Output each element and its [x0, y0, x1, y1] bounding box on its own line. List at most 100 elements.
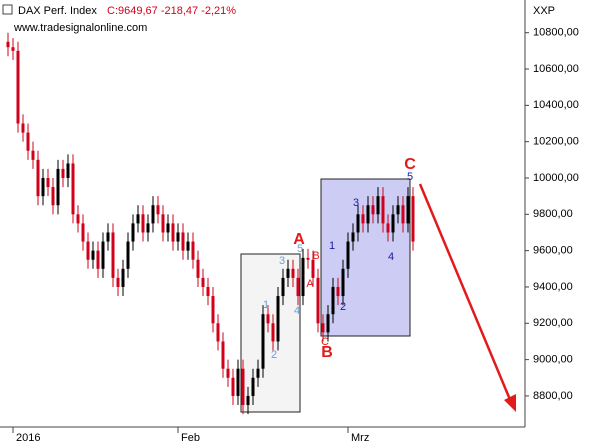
candle-body	[361, 214, 365, 224]
candle-body	[236, 368, 240, 396]
x-tick-label: Mrz	[351, 432, 369, 444]
candle-body	[56, 168, 60, 206]
y-tick-label: 8800,00	[533, 390, 573, 402]
candle-body	[36, 159, 40, 197]
candle-body	[256, 368, 260, 378]
candle-body	[226, 368, 230, 378]
wave-box-blue	[320, 178, 411, 337]
candle-body	[291, 268, 295, 278]
candle-body	[146, 223, 150, 233]
candle-body	[301, 257, 305, 297]
candle-body	[21, 123, 25, 133]
candle-body	[66, 163, 70, 178]
wave-label: 5	[407, 171, 413, 183]
candle-body	[201, 277, 205, 287]
candles	[6, 32, 415, 415]
y-tick-label: 10200,00	[533, 136, 579, 148]
candle-body	[346, 241, 350, 269]
candle-body	[406, 196, 410, 224]
candle-body	[151, 205, 155, 224]
candle-body	[306, 257, 310, 260]
chart-title: DAX Perf. Index	[18, 5, 97, 17]
wave-label: 2	[271, 349, 277, 361]
candle-body	[51, 187, 55, 206]
candle-body	[31, 150, 35, 160]
candle-body	[61, 168, 65, 178]
candle-body	[411, 196, 415, 242]
wave-label: C	[321, 336, 329, 348]
candle-body	[121, 268, 125, 287]
candle-body	[386, 223, 390, 233]
candle-body	[331, 286, 335, 315]
candle-body	[106, 232, 110, 242]
candle-body	[321, 323, 325, 333]
candle-body	[131, 223, 135, 242]
candle-body	[401, 205, 405, 224]
candle-body	[11, 47, 15, 51]
wave-label: C	[404, 156, 416, 173]
candle-body	[76, 214, 80, 224]
candle-body	[186, 241, 190, 251]
y-tick-label: 9400,00	[533, 281, 573, 293]
wave-label: B	[321, 344, 333, 361]
candle-body	[181, 232, 185, 251]
wave-label: 4	[388, 251, 394, 263]
axis-label: XXP	[533, 5, 555, 17]
candle-body	[16, 50, 20, 124]
candle-body	[396, 205, 400, 215]
candle-body	[216, 323, 220, 342]
y-tick-label: 10800,00	[533, 27, 579, 39]
candle-body	[221, 341, 225, 369]
x-tick-label: 2016	[16, 432, 40, 444]
y-tick-label: 10600,00	[533, 63, 579, 75]
candle-body	[336, 286, 340, 297]
candle-body	[356, 214, 360, 233]
candle-body	[126, 241, 130, 269]
candle-body	[71, 163, 75, 215]
candle-body	[246, 395, 250, 406]
candle-body	[366, 205, 370, 224]
candle-body	[166, 223, 170, 233]
candle-body	[296, 277, 300, 297]
candle-body	[91, 250, 95, 260]
wave-label: 5	[297, 243, 303, 255]
candle-body	[381, 196, 385, 224]
wave-label: A	[293, 231, 305, 248]
wave-box-grey	[240, 253, 301, 413]
candle-body	[286, 268, 290, 278]
candle-body	[26, 132, 30, 151]
wave-label: 1	[329, 240, 335, 252]
candle-body	[86, 241, 90, 260]
menu-icon[interactable]	[2, 4, 13, 15]
candle-body	[111, 232, 115, 278]
candle-body	[316, 277, 320, 324]
chart-subtitle: C:9649,67 -218,47 -2,21%	[107, 5, 236, 17]
candle-body	[376, 196, 380, 215]
candle-body	[41, 177, 45, 197]
candle-body	[171, 223, 175, 242]
candle-body	[81, 223, 85, 242]
source: www.tradesignalonline.com	[13, 22, 147, 34]
candle-body	[196, 259, 200, 278]
candle-body	[96, 250, 100, 269]
y-tick-label: 9200,00	[533, 317, 573, 329]
y-tick-label: 10000,00	[533, 172, 579, 184]
candle-body	[136, 214, 140, 224]
candle-body	[206, 286, 210, 297]
candle-body	[311, 259, 315, 278]
wave-label: 4	[294, 305, 300, 317]
candle-body	[391, 214, 395, 233]
candle-body	[156, 205, 160, 215]
candle-body	[161, 214, 165, 233]
y-tick-label: 10400,00	[533, 99, 579, 111]
candle-body	[351, 232, 355, 242]
candle-body	[191, 241, 195, 260]
x-tick-label: Feb	[181, 432, 200, 444]
candle-body	[6, 41, 10, 48]
forecast-arrow	[418, 183, 513, 403]
candle-body	[46, 177, 50, 188]
candle-body	[116, 277, 120, 287]
candle-body	[251, 377, 255, 396]
candle-body	[101, 241, 105, 269]
